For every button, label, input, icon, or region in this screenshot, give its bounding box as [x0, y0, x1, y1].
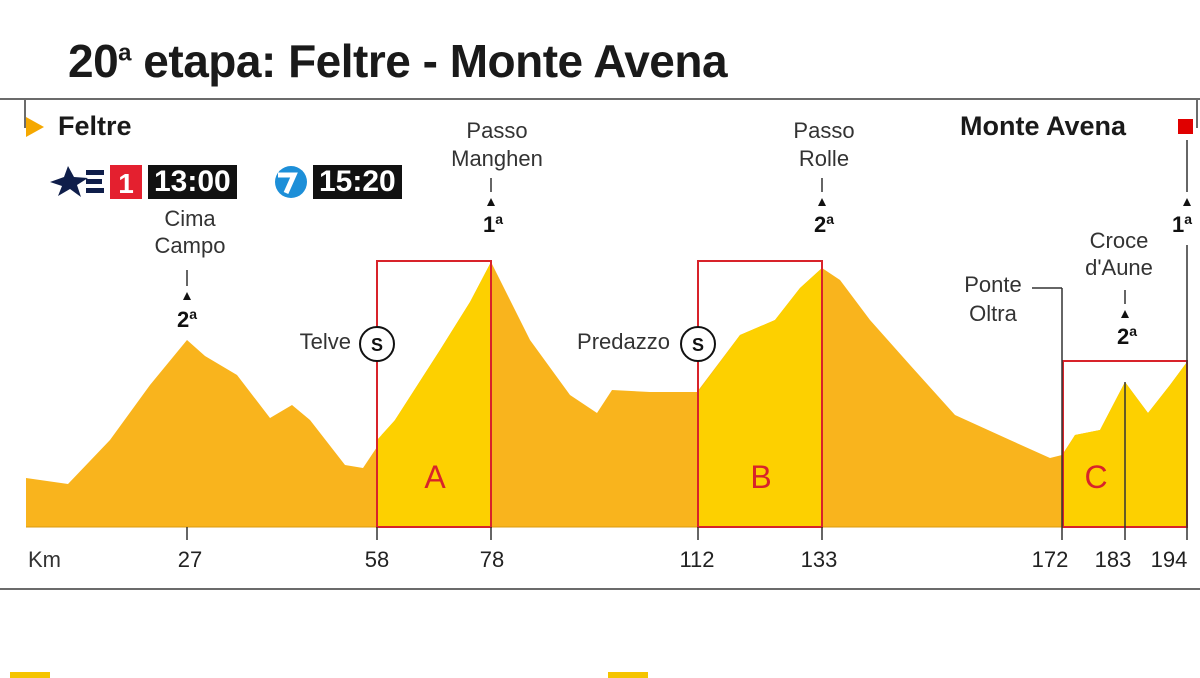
section-b-box	[697, 260, 823, 528]
km-mark: 78	[480, 547, 504, 572]
section-a-highlight	[377, 262, 491, 527]
climb-name-line: Campo	[155, 233, 226, 258]
finish-name: Monte Avena	[960, 111, 1127, 141]
stage-number-sup: a	[118, 39, 132, 67]
climb-name-line: Manghen	[451, 146, 543, 171]
stage-title: 20a etapa: Feltre - Monte Avena	[68, 34, 728, 88]
climb-marker-icon	[1183, 198, 1191, 206]
section-b-highlight	[698, 268, 822, 527]
section-a-box	[376, 260, 492, 528]
climb-category-num: 1	[1172, 212, 1184, 237]
climb-category-num: 1	[483, 212, 495, 237]
broadcast-time-1: 13:00	[148, 165, 237, 199]
stage-route: etapa: Feltre - Monte Avena	[131, 35, 728, 87]
km-mark: 194	[1151, 547, 1188, 572]
climb-marker-icon	[1121, 310, 1129, 318]
climb-category-sup: a	[1184, 211, 1192, 227]
legend-chip-left	[10, 672, 50, 678]
km-mark: 133	[801, 547, 838, 572]
left-corner-line	[24, 98, 26, 128]
climb-marker-icon	[818, 198, 826, 206]
km-mark: 27	[178, 547, 202, 572]
top-rule	[0, 98, 1200, 100]
km-axis	[186, 527, 823, 540]
climb-category-sup: a	[826, 211, 834, 227]
climb-category: 1a	[1172, 211, 1192, 237]
climb-name-line: Passo	[793, 118, 854, 143]
legend-chip-right	[608, 672, 648, 678]
channel-1-badge-icon: 1	[110, 165, 142, 199]
point-name-line: Ponte	[964, 272, 1022, 297]
climb-category: 2a	[177, 306, 197, 332]
sprint-name: Telve	[300, 329, 351, 354]
climb-category-num: 2	[1117, 324, 1129, 349]
climb-category-sup: a	[1129, 323, 1137, 339]
svg-text:1: 1	[118, 168, 134, 199]
km-mark: 183	[1095, 547, 1132, 572]
climb-category: 1a	[483, 211, 503, 237]
sprint-symbol: S	[692, 335, 704, 355]
climb-name-line: d'Aune	[1085, 255, 1153, 280]
climb-name-line: Passo	[466, 118, 527, 143]
sprint-marker-icon	[359, 326, 395, 362]
climb-category-num: 2	[177, 307, 189, 332]
climb-category: 2a	[814, 211, 834, 237]
section-b-label: B	[750, 459, 771, 495]
climb-marker-icon	[487, 198, 495, 206]
start-name: Feltre	[58, 111, 132, 141]
bottom-rule	[0, 588, 1200, 590]
sprint-name: Predazzo	[577, 329, 670, 354]
point-name-line: Oltra	[969, 301, 1017, 326]
start-flag-icon	[26, 117, 44, 137]
sprint-marker-icon	[680, 326, 716, 362]
section-a-label: A	[424, 459, 446, 495]
climb-category-sup: a	[189, 306, 197, 322]
km-mark: 112	[679, 547, 714, 572]
climb-category-num: 2	[814, 212, 826, 237]
sprint-symbol: S	[371, 335, 383, 355]
km-mark: 172	[1032, 547, 1069, 572]
section-c-label: C	[1084, 459, 1107, 495]
climb-name-line: Rolle	[799, 146, 849, 171]
eurosport-logo-icon	[50, 166, 104, 197]
right-corner-line	[1196, 98, 1198, 128]
climb-category: 2a	[1117, 323, 1137, 349]
profile-area	[26, 262, 1187, 527]
climb-name-line: Cima	[164, 206, 216, 231]
climb-marker-icon	[183, 292, 191, 300]
stage-number: 20	[68, 35, 119, 87]
km-mark: 58	[365, 547, 389, 572]
broadcast-time-2: 15:20	[313, 165, 402, 199]
km-label: Km	[28, 547, 61, 572]
climb-category-sup: a	[495, 211, 503, 227]
gol-logo-icon	[275, 166, 307, 198]
finish-flag-icon	[1178, 119, 1193, 134]
climb-name-line: Croce	[1090, 228, 1149, 253]
